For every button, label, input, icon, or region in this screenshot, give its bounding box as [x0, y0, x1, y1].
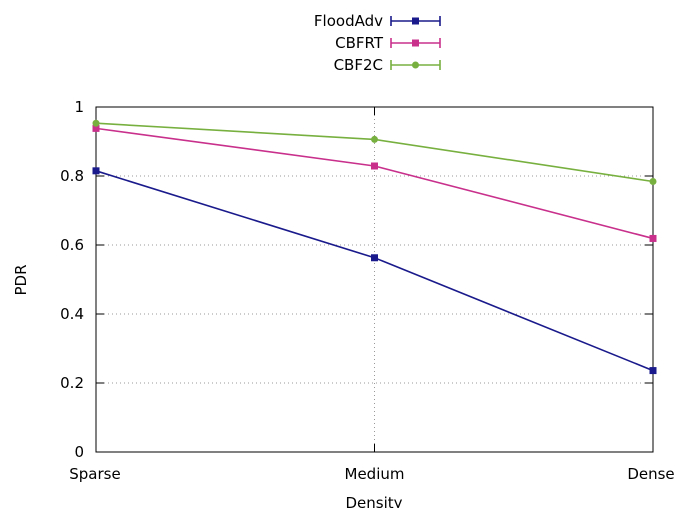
grid-lines [96, 107, 653, 452]
legend-label: CBF2C [334, 56, 383, 74]
data-point [649, 178, 657, 186]
y-tick-label: 0 [74, 443, 84, 461]
legend-label: FloodAdv [314, 12, 383, 30]
data-point [92, 167, 100, 175]
y-tick-label: 0.8 [60, 167, 84, 185]
y-tick-label: 0.6 [60, 236, 84, 254]
y-tick-label: 0.4 [60, 305, 84, 323]
data-point [371, 254, 378, 262]
y-tick-label: 0.2 [60, 374, 84, 392]
data-point [649, 367, 657, 375]
legend: FloodAdv CBFRT CBF2C [314, 12, 441, 74]
y-axis-title: PDR [12, 264, 30, 295]
legend-marker [412, 39, 419, 47]
legend-label: CBFRT [335, 34, 384, 52]
series-layer [92, 119, 657, 375]
data-point [371, 162, 378, 170]
y-tick-label: 1 [74, 98, 84, 116]
x-axis-title: Density [345, 494, 402, 508]
x-tick-label: Medium [345, 465, 405, 483]
x-axis-ticks: Sparse Medium Dense [69, 107, 675, 483]
x-tick-label: Sparse [69, 465, 120, 483]
series-line [95, 170, 654, 372]
y-axis-ticks: 0 0.2 0.4 0.6 0.8 1 [60, 98, 653, 461]
data-point [371, 135, 378, 143]
data-point [92, 124, 100, 132]
legend-marker [412, 61, 419, 69]
data-point [649, 234, 657, 242]
data-point [92, 119, 100, 127]
legend-marker [412, 17, 419, 25]
x-tick-label: Dense [627, 465, 674, 483]
